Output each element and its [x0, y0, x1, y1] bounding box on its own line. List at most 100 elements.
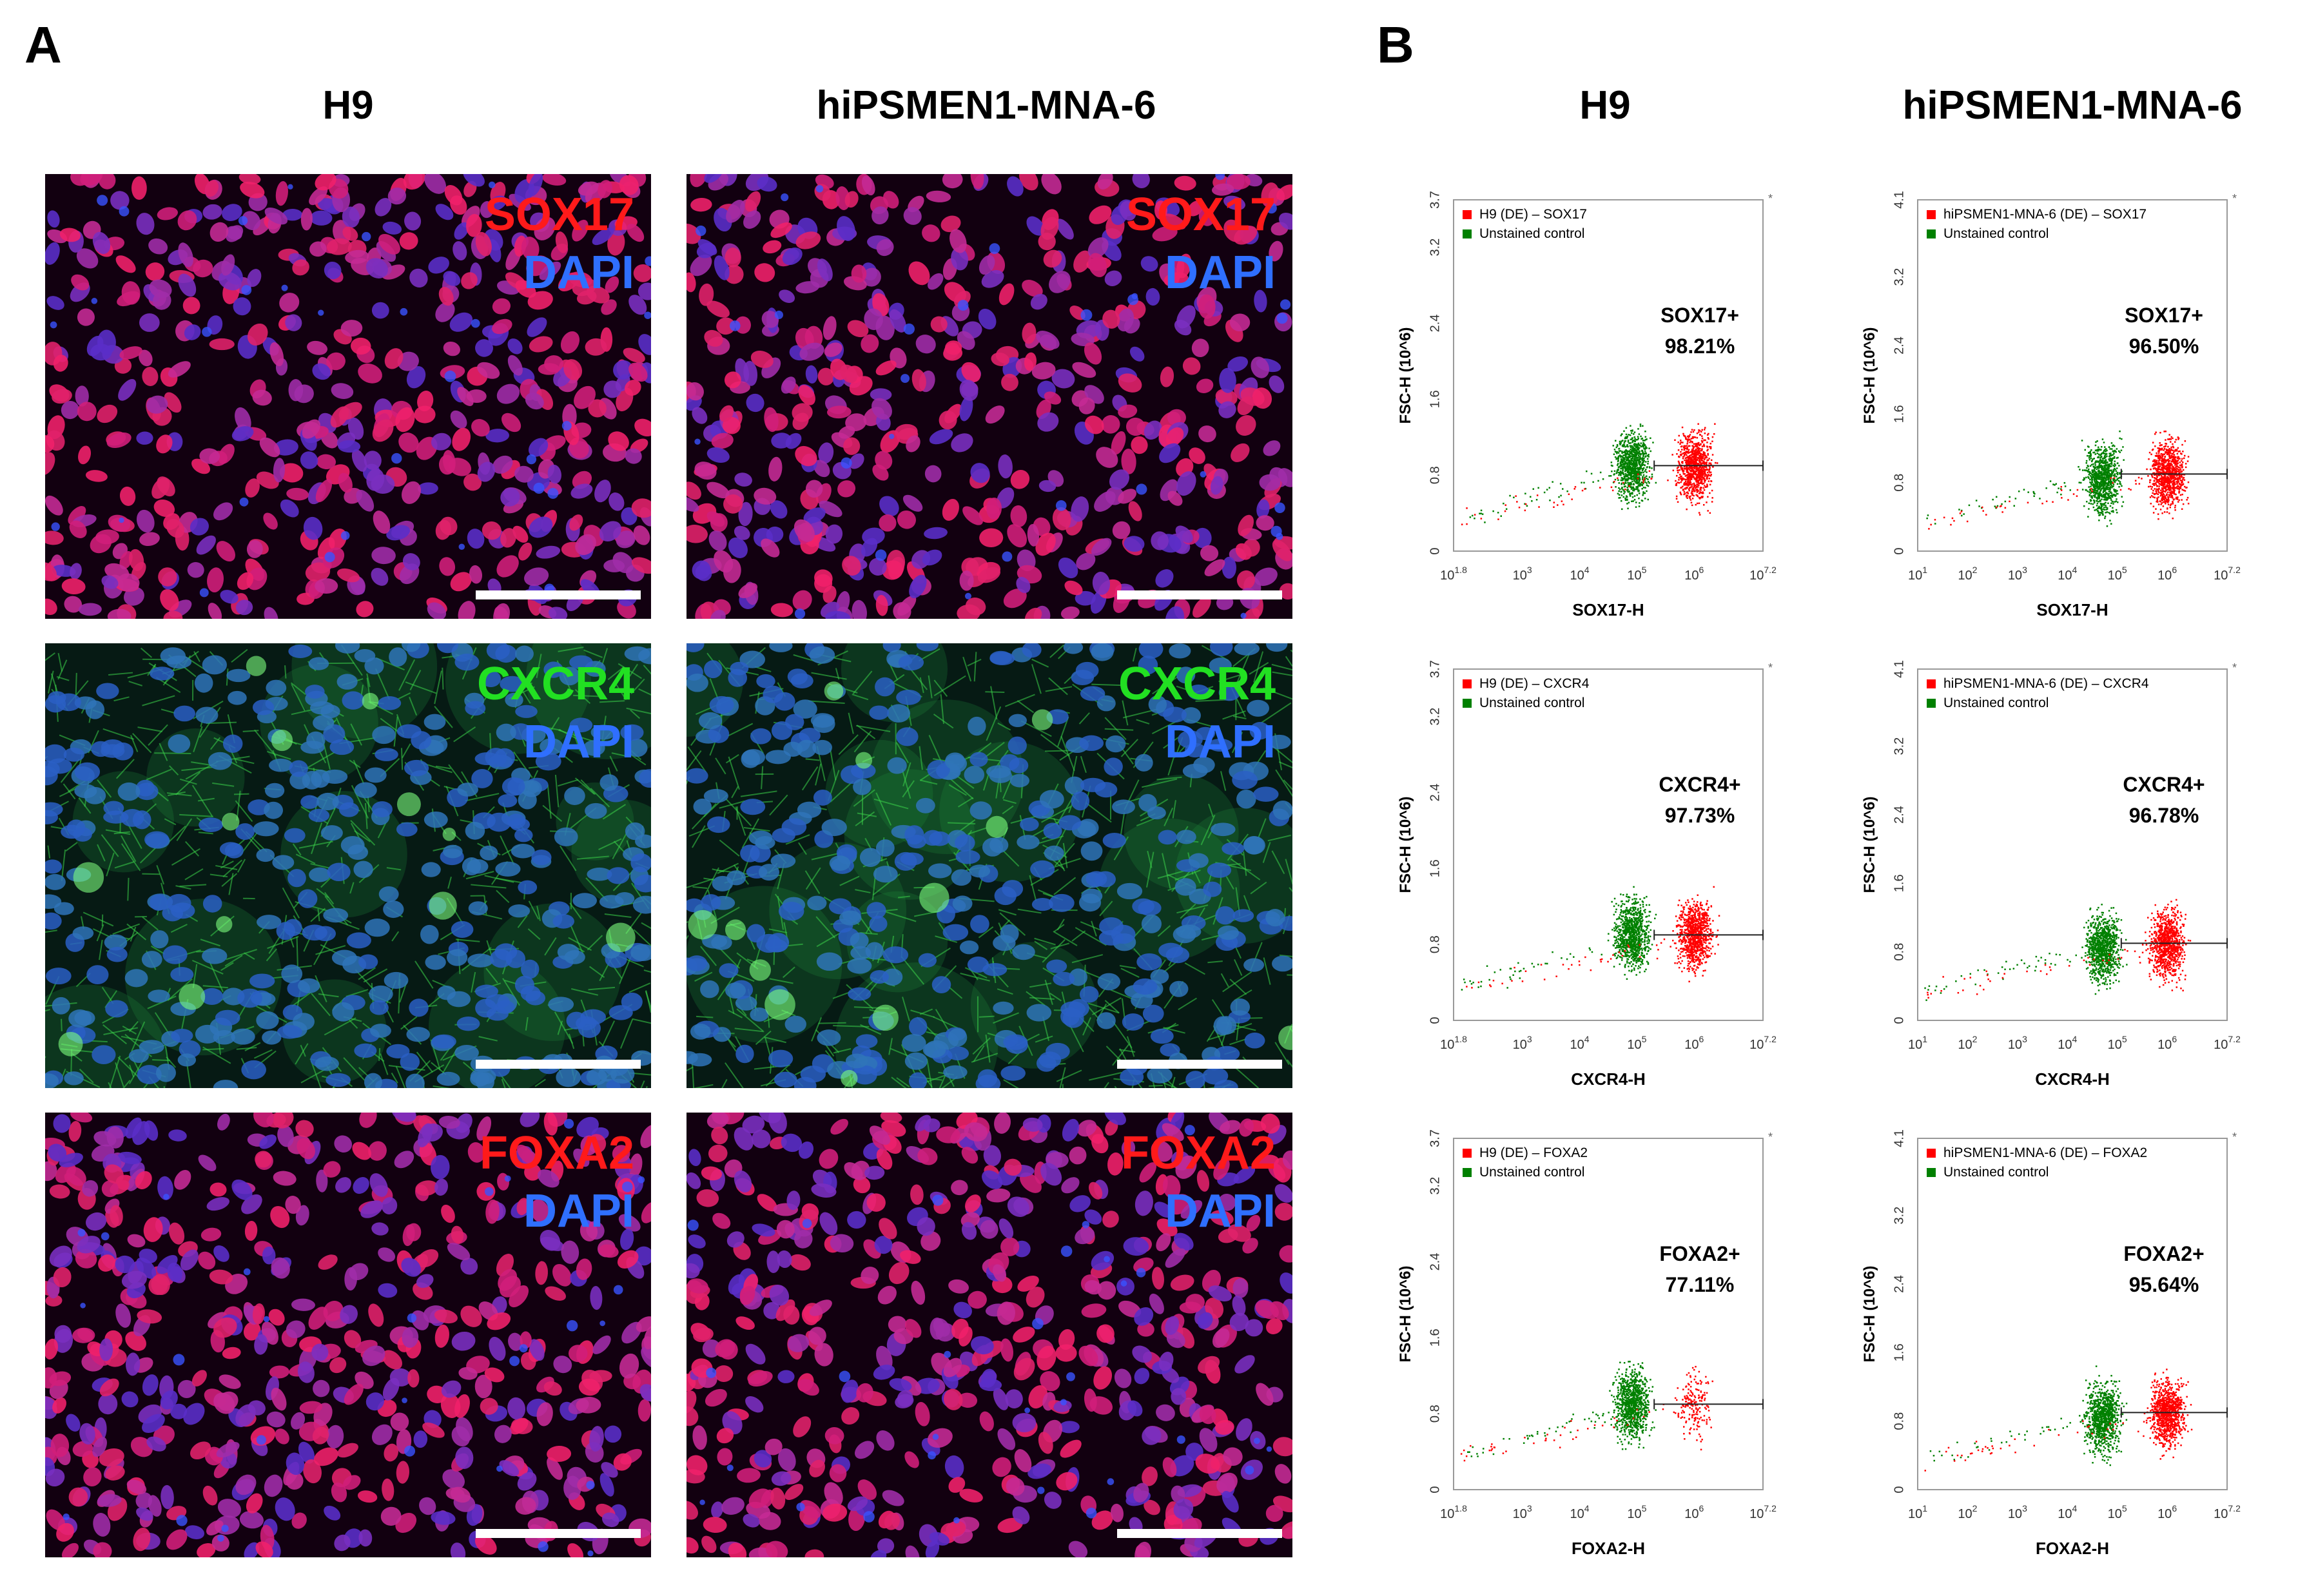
legend-swatch — [1927, 1168, 1936, 1177]
y-tick-label: 3.7 — [1428, 660, 1442, 678]
gate-percentage: 96.50% — [2129, 335, 2199, 358]
y-tick-label: 3.2 — [1892, 1207, 1906, 1225]
legend-entry: H9 (DE) – SOX17 — [1479, 207, 1587, 222]
counterstain-label: DAPI — [485, 244, 634, 302]
micrograph-hipsmen1-cxcr4: CXCR4 DAPI — [686, 643, 1292, 1088]
y-tick-label: 3.2 — [1428, 708, 1442, 726]
x-tick-label: 106 — [2157, 565, 2177, 583]
y-tick-label: 4.1 — [1892, 660, 1906, 678]
y-tick-label: 3.2 — [1428, 238, 1442, 257]
y-axis-label: FSC-H (10^6) — [1397, 796, 1414, 893]
x-tick-label: 103 — [1513, 1503, 1532, 1521]
y-axis-label: FSC-H (10^6) — [1397, 327, 1414, 423]
corner-asterisk: * — [2232, 1131, 2237, 1143]
legend-swatch — [1463, 1149, 1472, 1158]
y-tick-label: 0 — [1428, 1017, 1442, 1024]
legend-entry: hiPSMEN1-MNA-6 (DE) – SOX17 — [1943, 207, 2147, 222]
x-tick-label: 104 — [2058, 565, 2077, 583]
x-tick-label: 102 — [1958, 565, 1977, 583]
legend-swatch — [1463, 699, 1472, 708]
counterstain-label: DAPI — [477, 713, 634, 771]
stain-label: SOX17 DAPI — [1126, 186, 1276, 302]
legend-swatch — [1927, 1149, 1936, 1158]
stain-label: CXCR4 DAPI — [477, 655, 634, 771]
y-tick-label: 2.4 — [1892, 806, 1906, 824]
scale-bar — [476, 1529, 641, 1538]
legend-swatch — [1463, 210, 1472, 219]
scatter-points — [1461, 423, 1719, 525]
micrograph-h9-cxcr4: CXCR4 DAPI — [45, 643, 651, 1088]
x-tick-label: 105 — [2108, 1503, 2127, 1521]
y-axis-label: FSC-H (10^6) — [1861, 327, 1878, 423]
y-tick-label: 0.8 — [1428, 466, 1442, 484]
gate-percentage: 96.78% — [2129, 804, 2199, 827]
scatter-points — [1924, 899, 2191, 1001]
micrograph-hipsmen1-sox17: SOX17 DAPI — [686, 174, 1292, 619]
y-axis-label: FSC-H (10^6) — [1397, 1265, 1414, 1362]
y-tick-label: 0.8 — [1428, 935, 1442, 953]
marker-label: SOX17 — [1126, 186, 1276, 244]
marker-label: CXCR4 — [477, 655, 634, 713]
x-tick-label: 105 — [1627, 1503, 1646, 1521]
legend-swatch — [1463, 679, 1472, 688]
plot-frame — [1918, 1138, 2227, 1490]
legend-entry: Unstained control — [1943, 696, 2049, 710]
y-tick-label: 2.4 — [1428, 1253, 1442, 1271]
scale-bar — [1117, 1060, 1282, 1069]
gate-percentage: 77.11% — [1666, 1273, 1735, 1296]
scatter-points — [1461, 1361, 1713, 1461]
legend-entry: H9 (DE) – CXCR4 — [1479, 676, 1590, 691]
x-tick-label: 102 — [1958, 1034, 1977, 1052]
gate-label: CXCR4+ — [2123, 773, 2205, 796]
y-tick-label: 3.2 — [1428, 1177, 1442, 1195]
y-tick-label: 0.8 — [1428, 1405, 1442, 1423]
legend-entry: Unstained control — [1943, 226, 2049, 241]
y-tick-label: 1.6 — [1428, 390, 1442, 408]
y-tick-label: 3.2 — [1892, 268, 1906, 286]
panel-a-header-h9: H9 — [58, 83, 638, 128]
y-tick-label: 2.4 — [1892, 1275, 1906, 1293]
x-tick-label: 107.2 — [2214, 1503, 2241, 1521]
legend-entry: hiPSMEN1-MNA-6 (DE) – CXCR4 — [1943, 676, 2149, 691]
scatter-points — [1925, 1365, 2193, 1471]
y-tick-label: 0 — [1428, 1486, 1442, 1493]
scale-bar — [1117, 590, 1282, 599]
scale-bar — [1117, 1529, 1282, 1538]
corner-asterisk: * — [2232, 661, 2237, 674]
x-tick-label: 104 — [2058, 1034, 2077, 1052]
y-tick-label: 0.8 — [1892, 943, 1906, 961]
counterstain-label: DAPI — [1121, 1182, 1276, 1240]
y-tick-label: 3.7 — [1428, 191, 1442, 209]
x-tick-label: 102 — [1958, 1503, 1977, 1521]
gate-percentage: 97.73% — [1665, 804, 1735, 827]
x-tick-label: 107.2 — [1749, 1503, 1777, 1521]
y-tick-label: 3.7 — [1428, 1129, 1442, 1147]
legend-swatch — [1927, 699, 1936, 708]
y-tick-label: 0.8 — [1892, 1412, 1906, 1430]
gate-percentage: 95.64% — [2129, 1273, 2199, 1296]
gate-label: SOX17+ — [1660, 304, 1739, 327]
plot-frame — [1454, 200, 1763, 551]
y-tick-label: 0 — [1892, 1486, 1906, 1493]
y-tick-label: 4.1 — [1892, 1129, 1906, 1147]
panel-a-header-hipsmen1: hiPSMEN1-MNA-6 — [696, 83, 1276, 128]
x-tick-label: 106 — [1684, 565, 1704, 583]
panel-b-label: B — [1377, 15, 1414, 75]
x-tick-label: 103 — [1513, 565, 1532, 583]
x-tick-label: 107.2 — [1749, 1034, 1777, 1052]
x-tick-label: 101 — [1908, 1503, 1927, 1521]
legend-entry: Unstained control — [1943, 1165, 2049, 1180]
micrograph-h9-sox17: SOX17 DAPI — [45, 174, 651, 619]
micrograph-h9-foxa2: FOXA2 DAPI — [45, 1113, 651, 1557]
scatter-points — [1926, 431, 2189, 530]
gate-percentage: 98.21% — [1665, 335, 1735, 358]
x-tick-label: 104 — [1570, 1503, 1590, 1521]
x-axis-label: CXCR4-H — [1571, 1069, 1646, 1089]
